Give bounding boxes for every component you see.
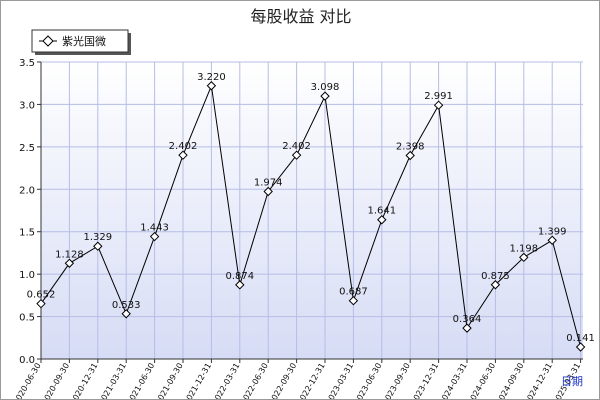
y-tick-label: 3.0 [19, 100, 35, 111]
legend-marker [42, 35, 54, 47]
data-value-label: 1.974 [254, 177, 283, 188]
x-tick-label: 2022-06-30 [239, 362, 270, 400]
chart-title: 每股收益 对比 [250, 7, 351, 26]
data-point-marker [235, 280, 245, 290]
plot-area [41, 62, 583, 359]
y-tick-label: 1.0 [19, 270, 35, 281]
data-value-label: 2.402 [169, 141, 198, 152]
x-tick-label: 2024-06-30 [466, 362, 497, 399]
data-point-marker [149, 231, 160, 242]
grid-lines [41, 61, 583, 359]
data-point-marker [547, 235, 557, 245]
x-tick-label: 2024-12-31 [523, 362, 554, 400]
x-tick-label: 2024-09-30 [494, 362, 525, 400]
data-point-marker [206, 81, 217, 91]
x-tick-label: 2020-09-30 [40, 362, 71, 400]
data-point-marker [433, 100, 444, 110]
x-tick-label: 2020-12-31 [68, 362, 99, 400]
data-value-label: 1.198 [509, 243, 538, 254]
data-point-marker [490, 280, 501, 290]
data-value-label: 1.329 [83, 232, 112, 243]
series-line [36, 81, 586, 352]
y-tick-label: 0.5 [19, 313, 35, 324]
data-value-label: 1.641 [367, 206, 396, 217]
data-value-label: 3.098 [311, 82, 340, 93]
data-value-label: 2.991 [424, 91, 453, 102]
data-value-label: 2.398 [396, 142, 425, 153]
data-value-label: 0.364 [453, 314, 482, 325]
series-line-0 [40, 83, 582, 348]
x-tick-label: 2024-03-31 [438, 362, 469, 400]
data-point-marker [405, 150, 415, 161]
data-value-label: 0.652 [27, 290, 56, 301]
data-value-label: 3.220 [197, 72, 226, 83]
legend-series-label: 紫光国微 [62, 34, 106, 48]
data-value-label: 0.874 [225, 271, 254, 282]
data-value-label: 0.141 [566, 333, 595, 344]
legend-box [31, 29, 129, 53]
y-tick-label: 3.5 [19, 58, 35, 69]
x-tick-label: 2021-12-31 [182, 362, 213, 400]
data-point-marker [575, 342, 586, 352]
legend: 紫光国微 [31, 29, 131, 55]
data-point-marker [320, 91, 330, 101]
y-tick-label: 0.0 [19, 355, 35, 366]
x-tick-label: 2022-09-30 [267, 362, 298, 400]
x-tick-label: 2020-06-30 [12, 362, 43, 400]
data-point-marker [93, 241, 103, 251]
x-tick-label: 2023-06-30 [352, 362, 383, 400]
x-axis-unit-label: 日期 [561, 375, 583, 388]
data-point-marker [263, 186, 273, 197]
data-point-marker [348, 295, 359, 306]
x-tick-label: 2022-03-31 [210, 362, 241, 400]
x-tick-label: 2023-12-31 [409, 362, 440, 400]
x-tick-label: 2021-03-31 [97, 362, 128, 400]
data-labels: 0.652 1.128 1.329 0.533 1.443 2.402 3.220 0.874… [27, 72, 595, 344]
data-value-label: 1.443 [140, 223, 169, 234]
x-tick-label: 2022-12-31 [296, 362, 327, 400]
x-tick-label: 2021-06-30 [125, 362, 156, 400]
data-point-marker [377, 215, 387, 225]
y-tick-label: 1.5 [19, 228, 35, 239]
data-point-marker [36, 298, 46, 309]
data-value-label: 0.875 [481, 271, 510, 282]
data-value-label: 0.687 [339, 287, 368, 298]
data-point-marker [178, 150, 188, 160]
data-value-label: 1.399 [538, 226, 567, 237]
x-tick-label: 2021-09-30 [154, 362, 185, 400]
y-tick-label: 2.5 [19, 143, 35, 154]
data-value-label: 2.402 [282, 141, 311, 152]
data-point-marker [291, 150, 302, 160]
data-point-marker [121, 309, 131, 319]
data-point-marker [64, 258, 75, 268]
data-value-label: 1.128 [55, 249, 84, 260]
data-value-label: 0.533 [112, 300, 141, 311]
y-tick-label: 2.0 [19, 185, 35, 196]
x-tick-label: 2023-09-30 [381, 362, 412, 400]
data-point-marker [462, 323, 472, 333]
x-tick-label: 2023-03-31 [324, 362, 355, 400]
data-point-marker [519, 252, 529, 263]
